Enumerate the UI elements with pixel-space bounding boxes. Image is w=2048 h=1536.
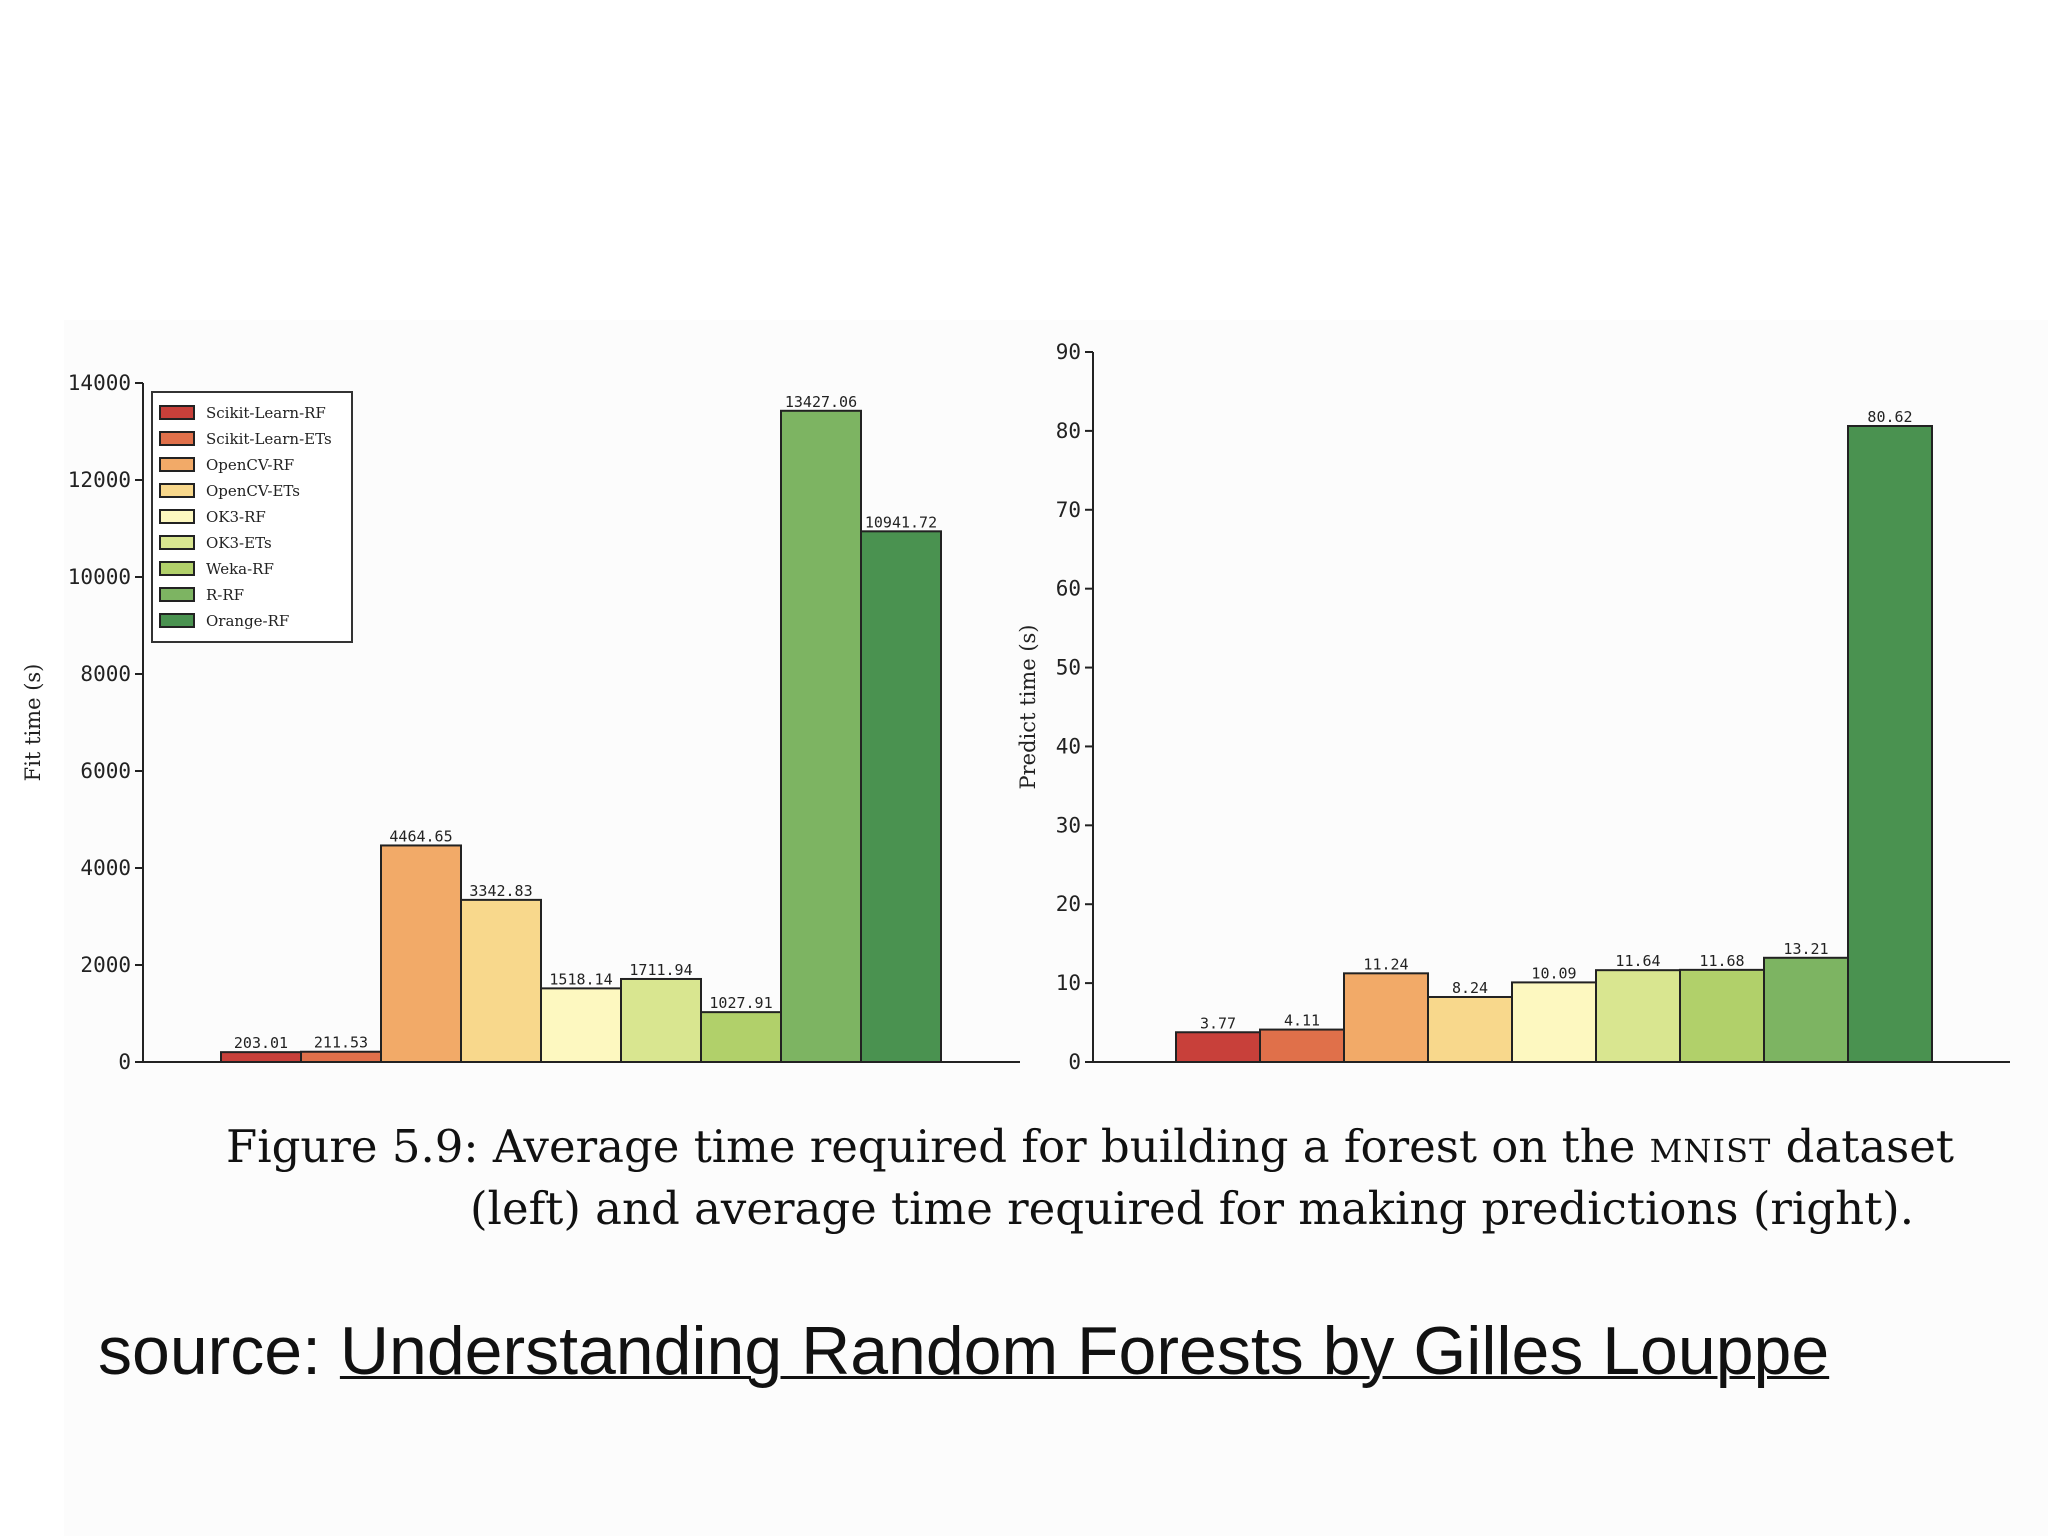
bar-r-rf xyxy=(780,409,862,1063)
legend-swatch-scikit-learn-ets xyxy=(159,431,195,446)
y-tick-label: 60 xyxy=(1056,577,1081,601)
bar-ok3-ets xyxy=(620,977,702,1063)
bar-value-label: 4464.65 xyxy=(389,827,452,845)
caption-prefix: Figure 5.9: Average time required for bu… xyxy=(226,1120,1650,1173)
legend-label-opencv-rf: OpenCV-RF xyxy=(206,456,294,474)
bar-ok3-ets xyxy=(1595,969,1681,1064)
caption-suffix: dataset xyxy=(1771,1120,1954,1173)
y-tick-label: 50 xyxy=(1056,656,1081,680)
caption-dataset: MNIST xyxy=(1649,1120,1772,1173)
legend: Scikit-Learn-RF Scikit-Learn-ETs OpenCV-RF… xyxy=(151,391,353,643)
bar-value-label: 11.24 xyxy=(1363,955,1408,973)
bar-value-label: 10.09 xyxy=(1531,964,1576,982)
legend-label-r-rf: R-RF xyxy=(206,586,244,604)
bar-ok3-rf xyxy=(540,987,622,1064)
legend-swatch-scikit-learn-rf xyxy=(159,405,195,420)
y-tick-label: 30 xyxy=(1056,813,1081,837)
bar-ok3-rf xyxy=(1511,981,1597,1064)
legend-label-ok3-ets: OK3-ETs xyxy=(206,534,272,552)
bar-value-label: 8.24 xyxy=(1452,979,1488,997)
legend-label-ok3-rf: OK3-RF xyxy=(206,508,266,526)
legend-swatch-opencv-rf xyxy=(159,457,195,472)
bar-scikit-learn-rf xyxy=(1175,1031,1261,1064)
legend-label-scikit-learn-ets: Scikit-Learn-ETs xyxy=(206,430,332,448)
bar-value-label: 203.01 xyxy=(234,1034,288,1052)
bar-value-label: 1027.91 xyxy=(709,994,772,1012)
y-tick-label: 6000 xyxy=(80,759,131,783)
legend-label-weka-rf: Weka-RF xyxy=(206,560,274,578)
bar-value-label: 11.68 xyxy=(1699,952,1744,970)
bar-scikit-learn-ets xyxy=(1259,1028,1345,1063)
bar-value-label: 11.64 xyxy=(1615,952,1660,970)
source-credit: source: Understanding Random Forests by … xyxy=(98,1312,1829,1390)
bar-value-label: 211.53 xyxy=(314,1034,368,1052)
bar-orange-rf xyxy=(1847,424,1933,1063)
y-tick-label: 80 xyxy=(1056,419,1081,443)
legend-label-scikit-learn-rf: Scikit-Learn-RF xyxy=(206,404,326,422)
bar-value-label: 13.21 xyxy=(1783,940,1828,958)
legend-swatch-weka-rf xyxy=(159,561,195,576)
bar-value-label: 1518.14 xyxy=(549,970,612,988)
bar-value-label: 4.11 xyxy=(1284,1012,1320,1030)
legend-swatch-ok3-rf xyxy=(159,509,195,524)
bar-opencv-rf xyxy=(380,844,462,1063)
y-tick-label: 10000 xyxy=(68,565,131,589)
y-tick-label: 10 xyxy=(1056,971,1081,995)
bar-opencv-ets xyxy=(460,898,542,1063)
legend-label-opencv-ets: OpenCV-ETs xyxy=(206,482,300,500)
source-link[interactable]: Understanding Random Forests by Gilles L… xyxy=(339,1313,1830,1389)
y-tick-label: 0 xyxy=(1068,1050,1081,1074)
bar-value-label: 13427.06 xyxy=(785,393,857,411)
y-tick-label: 0 xyxy=(118,1050,131,1074)
legend-swatch-ok3-ets xyxy=(159,535,195,550)
y-tick-label: 70 xyxy=(1056,498,1081,522)
bar-value-label: 10941.72 xyxy=(865,513,937,531)
bar-opencv-rf xyxy=(1343,972,1429,1064)
y-tick-label: 14000 xyxy=(68,371,131,395)
y-axis-title: Fit time (s) xyxy=(21,664,45,782)
legend-swatch-r-rf xyxy=(159,587,195,602)
y-tick-label: 12000 xyxy=(68,468,131,492)
y-tick-label: 4000 xyxy=(80,856,131,880)
legend-swatch-opencv-ets xyxy=(159,483,195,498)
predict-time-chart: 0 10 20 30 40 50 60 70 80 90 Predict time (s) 3.77 4… xyxy=(1016,340,2010,1074)
y-tick-label: 8000 xyxy=(80,662,131,686)
bar-opencv-ets xyxy=(1427,995,1513,1063)
bar-value-label: 3342.83 xyxy=(469,882,532,900)
fit-time-chart: 0 2000 4000 6000 8000 10000 12000 14000 Fit time… xyxy=(21,371,1020,1074)
y-axis-title: Predict time (s) xyxy=(1016,625,1040,790)
bar-weka-rf xyxy=(1679,968,1765,1064)
bar-value-label: 80.62 xyxy=(1867,408,1912,426)
y-tick-label: 40 xyxy=(1056,734,1081,758)
bar-weka-rf xyxy=(700,1011,782,1063)
y-tick-label: 20 xyxy=(1056,892,1081,916)
bar-scikit-learn-ets xyxy=(300,1050,382,1064)
caption-line-2: (left) and average time required for mak… xyxy=(470,1182,1915,1235)
y-tick-label: 90 xyxy=(1056,340,1081,364)
bar-value-label: 1711.94 xyxy=(629,961,692,979)
legend-swatch-orange-rf xyxy=(159,613,195,628)
y-tick-label: 2000 xyxy=(80,953,131,977)
caption-line-1: Figure 5.9: Average time required for bu… xyxy=(226,1116,1954,1178)
bar-scikit-learn-rf xyxy=(220,1051,302,1064)
bar-orange-rf xyxy=(860,530,942,1063)
bar-r-rf xyxy=(1763,956,1849,1063)
source-prefix: source: xyxy=(98,1313,340,1389)
bar-value-label: 3.77 xyxy=(1200,1014,1236,1032)
legend-label-orange-rf: Orange-RF xyxy=(206,612,289,630)
